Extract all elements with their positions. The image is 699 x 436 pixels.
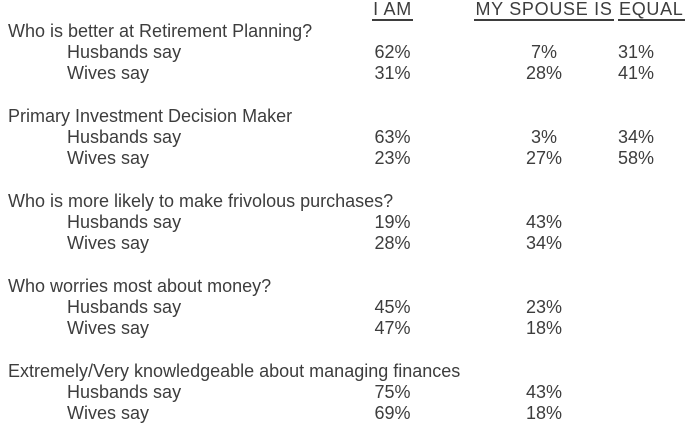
value-equal: 41% bbox=[618, 63, 655, 83]
section-question-row: Who is better at Retirement Planning? bbox=[0, 21, 699, 42]
section-frivolous-purchases: Who is more likely to make frivolous pur… bbox=[0, 191, 699, 276]
value-my-spouse-is: 18% bbox=[525, 318, 563, 338]
row-label: Husbands say bbox=[67, 382, 182, 402]
section-question: Who is more likely to make frivolous pur… bbox=[8, 191, 394, 211]
value-my-spouse-is: 43% bbox=[525, 382, 563, 402]
row-label: Wives say bbox=[67, 148, 150, 168]
value-i-am: 19% bbox=[374, 212, 411, 232]
value-i-am: 69% bbox=[374, 403, 411, 423]
row-label: Husbands say bbox=[67, 297, 182, 317]
column-header-i-am: I AM bbox=[372, 0, 413, 21]
value-my-spouse-is: 34% bbox=[525, 233, 563, 253]
header-spacer bbox=[0, 0, 350, 21]
value-equal bbox=[615, 403, 699, 424]
value-equal bbox=[615, 318, 699, 339]
section-investment-decision-maker: Primary Investment Decision Maker Husban… bbox=[0, 106, 699, 191]
value-i-am: 47% bbox=[374, 318, 411, 338]
value-i-am: 62% bbox=[374, 42, 411, 62]
section-gap bbox=[0, 254, 699, 276]
value-i-am: 28% bbox=[374, 233, 411, 253]
section-gap bbox=[0, 339, 699, 361]
section-gap bbox=[0, 84, 699, 106]
value-equal: 31% bbox=[618, 42, 655, 62]
table-row: Wives say 31% 28% 41% bbox=[0, 63, 699, 84]
row-label: Wives say bbox=[67, 403, 150, 423]
row-label: Husbands say bbox=[67, 212, 182, 232]
value-equal: 58% bbox=[618, 148, 655, 168]
table-row: Husbands say 19% 43% bbox=[0, 212, 699, 233]
table-header: I AM MY SPOUSE IS EQUAL bbox=[0, 0, 699, 21]
table-row: Wives say 28% 34% bbox=[0, 233, 699, 254]
value-my-spouse-is: 3% bbox=[530, 127, 557, 147]
row-label: Wives say bbox=[67, 233, 150, 253]
section-worries-about-money: Who worries most about money? Husbands s… bbox=[0, 276, 699, 361]
row-label: Wives say bbox=[67, 63, 150, 83]
value-my-spouse-is: 27% bbox=[525, 148, 563, 168]
section-question: Extremely/Very knowledgeable about manag… bbox=[8, 361, 461, 381]
section-question-row: Extremely/Very knowledgeable about manag… bbox=[0, 361, 699, 382]
value-my-spouse-is: 28% bbox=[525, 63, 563, 83]
value-equal bbox=[615, 382, 699, 403]
value-equal bbox=[615, 233, 699, 254]
section-question: Who worries most about money? bbox=[8, 276, 272, 296]
section-question: Who is better at Retirement Planning? bbox=[8, 21, 313, 41]
header-row: I AM MY SPOUSE IS EQUAL bbox=[0, 0, 699, 21]
column-header-equal: EQUAL bbox=[618, 0, 685, 21]
section-retirement-planning: Who is better at Retirement Planning? Hu… bbox=[0, 21, 699, 106]
table-row: Husbands say 62% 7% 31% bbox=[0, 42, 699, 63]
value-my-spouse-is: 23% bbox=[525, 297, 563, 317]
value-my-spouse-is: 18% bbox=[525, 403, 563, 423]
section-question-row: Who worries most about money? bbox=[0, 276, 699, 297]
value-i-am: 63% bbox=[374, 127, 411, 147]
value-my-spouse-is: 43% bbox=[525, 212, 563, 232]
section-knowledgeable-managing-finances: Extremely/Very knowledgeable about manag… bbox=[0, 361, 699, 424]
table-row: Wives say 47% 18% bbox=[0, 318, 699, 339]
section-question: Primary Investment Decision Maker bbox=[8, 106, 293, 126]
row-label: Husbands say bbox=[67, 127, 182, 147]
column-header-my-spouse-is: MY SPOUSE IS bbox=[474, 0, 614, 21]
table-row: Husbands say 75% 43% bbox=[0, 382, 699, 403]
section-question-row: Primary Investment Decision Maker bbox=[0, 106, 699, 127]
value-i-am: 23% bbox=[374, 148, 411, 168]
table-row: Wives say 23% 27% 58% bbox=[0, 148, 699, 169]
table-row: Husbands say 63% 3% 34% bbox=[0, 127, 699, 148]
section-question-row: Who is more likely to make frivolous pur… bbox=[0, 191, 699, 212]
table-row: Wives say 69% 18% bbox=[0, 403, 699, 424]
table-row: Husbands say 45% 23% bbox=[0, 297, 699, 318]
row-label: Wives say bbox=[67, 318, 150, 338]
value-equal bbox=[615, 297, 699, 318]
value-equal: 34% bbox=[618, 127, 655, 147]
section-gap bbox=[0, 169, 699, 191]
row-label: Husbands say bbox=[67, 42, 182, 62]
value-equal bbox=[615, 212, 699, 233]
value-i-am: 31% bbox=[374, 63, 411, 83]
value-my-spouse-is: 7% bbox=[530, 42, 557, 62]
value-i-am: 45% bbox=[374, 297, 411, 317]
survey-results-table: I AM MY SPOUSE IS EQUAL Who is better at… bbox=[0, 0, 699, 424]
value-i-am: 75% bbox=[374, 382, 411, 402]
